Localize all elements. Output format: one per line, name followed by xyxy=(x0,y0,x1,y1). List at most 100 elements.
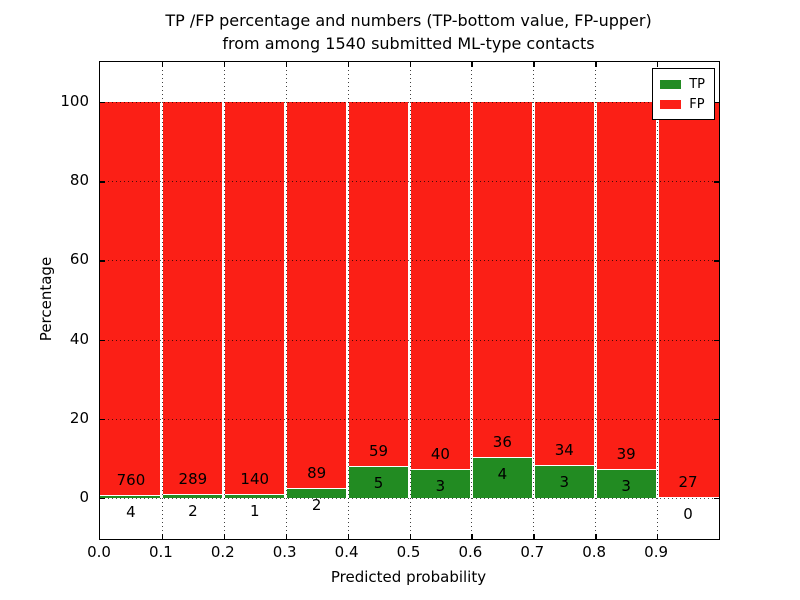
chart-title: TP /FP percentage and numbers (TP-bottom… xyxy=(99,9,718,55)
x-tick-label: 0.7 xyxy=(520,543,545,561)
x-tick-bottom xyxy=(223,534,226,539)
bar-tp-segment xyxy=(225,495,285,498)
vertical-gridline xyxy=(595,62,597,539)
x-tick-top xyxy=(657,62,659,67)
tp-count-label: 1 xyxy=(249,502,260,521)
bar-tp-segment xyxy=(534,465,594,498)
bar-fp-segment xyxy=(349,102,408,468)
x-tick-top xyxy=(595,62,597,67)
bar-fp-segment xyxy=(225,102,285,496)
y-tick-left xyxy=(100,181,105,183)
y-tick-left xyxy=(100,498,105,500)
legend: TP FP xyxy=(652,68,715,120)
x-tick-bottom xyxy=(285,534,288,539)
x-tick-label: 0.0 xyxy=(87,543,111,561)
x-tick-label: 0.5 xyxy=(396,543,421,561)
y-tick-right xyxy=(714,102,719,104)
fp-count-label: 27 xyxy=(678,473,698,492)
x-tick-top xyxy=(285,62,288,67)
x-tick-label: 0.4 xyxy=(334,543,359,561)
bar-fp-segment xyxy=(596,102,656,470)
bar-fp-segment xyxy=(163,102,223,496)
x-tick-bottom xyxy=(595,534,597,539)
fp-count-label: 39 xyxy=(616,444,636,463)
bar-tp-segment xyxy=(100,495,161,498)
bar-fp-segment xyxy=(472,102,532,459)
x-tick-bottom xyxy=(533,534,535,539)
y-tick-label: 0 xyxy=(79,488,89,506)
y-tick-label: 40 xyxy=(69,329,89,348)
y-tick-right xyxy=(714,260,719,262)
legend-item-fp: FP xyxy=(660,94,705,114)
vertical-gridline xyxy=(223,62,225,539)
horizontal-gridline xyxy=(100,339,719,341)
y-tick-right xyxy=(714,498,719,500)
horizontal-gridline xyxy=(100,498,719,499)
y-tick-label: 80 xyxy=(69,171,89,190)
vertical-gridline xyxy=(409,62,411,539)
tp-count-label: 4 xyxy=(126,502,136,521)
x-tick-bottom xyxy=(471,534,473,539)
tp-count-label: 3 xyxy=(435,477,446,496)
horizontal-gridline xyxy=(100,260,719,262)
tp-count-label: 3 xyxy=(621,476,631,495)
tp-count-label: 2 xyxy=(311,496,322,515)
vertical-gridline xyxy=(161,62,163,539)
bar-fp-segment xyxy=(287,102,347,490)
chart-title-line2: from among 1540 submitted ML-type contac… xyxy=(222,34,595,53)
tp-count-label: 3 xyxy=(559,472,570,491)
y-tick-right xyxy=(714,181,719,183)
y-tick-right xyxy=(714,418,719,421)
fp-count-label: 34 xyxy=(554,440,574,459)
fp-count-label: 89 xyxy=(307,464,327,483)
x-tick-label: 0.3 xyxy=(272,543,297,561)
fp-count-label: 36 xyxy=(492,433,512,452)
vertical-gridline xyxy=(533,62,535,539)
legend-item-tp: TP xyxy=(660,74,705,94)
bar-fp-segment xyxy=(534,102,594,466)
legend-label-fp: FP xyxy=(689,96,705,112)
plot-area: TP FP 760 4 289 2 140 1 89 2 59 5 40 3 36 4 34 3 39 3 27 0 xyxy=(99,61,720,540)
fp-count-label: 289 xyxy=(178,470,208,489)
vertical-gridline xyxy=(657,62,659,539)
x-tick-label: 0.8 xyxy=(582,543,607,561)
x-tick-label: 0.1 xyxy=(148,543,173,561)
x-tick-label: 0.6 xyxy=(458,543,483,561)
tp-count-label: 2 xyxy=(188,502,198,521)
x-tick-top xyxy=(471,62,473,67)
x-tick-top xyxy=(533,62,535,67)
tp-color-swatch xyxy=(660,79,682,89)
y-tick-left xyxy=(100,418,105,421)
horizontal-gridline xyxy=(100,418,719,420)
x-tick-label: 0.9 xyxy=(644,543,669,561)
vertical-gridline xyxy=(471,62,473,539)
bar-tp-segment xyxy=(596,469,656,498)
x-axis-label: Predicted probability xyxy=(330,568,487,586)
x-tick-top xyxy=(223,62,226,67)
horizontal-gridline xyxy=(100,181,719,183)
bar-tp-segment xyxy=(472,458,532,498)
horizontal-gridline xyxy=(100,102,719,103)
vertical-gridline xyxy=(285,62,287,539)
bar-tp-segment xyxy=(163,495,223,498)
tp-count-label: 4 xyxy=(497,465,508,484)
vertical-gridline xyxy=(347,62,349,539)
y-tick-right xyxy=(714,339,719,341)
bar-tp-segment xyxy=(349,467,408,498)
y-tick-label: 60 xyxy=(69,250,89,269)
bar-fp-segment xyxy=(100,102,161,496)
chart-title-line1: TP /FP percentage and numbers (TP-bottom… xyxy=(165,11,652,30)
fp-count-label: 140 xyxy=(240,470,270,489)
x-tick-top xyxy=(347,62,349,67)
x-tick-bottom xyxy=(409,534,411,539)
legend-label-tp: TP xyxy=(689,76,705,92)
x-tick-bottom xyxy=(161,534,164,539)
y-tick-label: 100 xyxy=(60,92,89,110)
x-tick-bottom xyxy=(657,534,659,539)
y-tick-left xyxy=(100,102,105,104)
x-tick-bottom xyxy=(347,534,349,539)
fp-color-swatch xyxy=(660,99,682,109)
bar-tp-segment xyxy=(411,470,470,498)
tp-count-label: 5 xyxy=(373,473,384,492)
